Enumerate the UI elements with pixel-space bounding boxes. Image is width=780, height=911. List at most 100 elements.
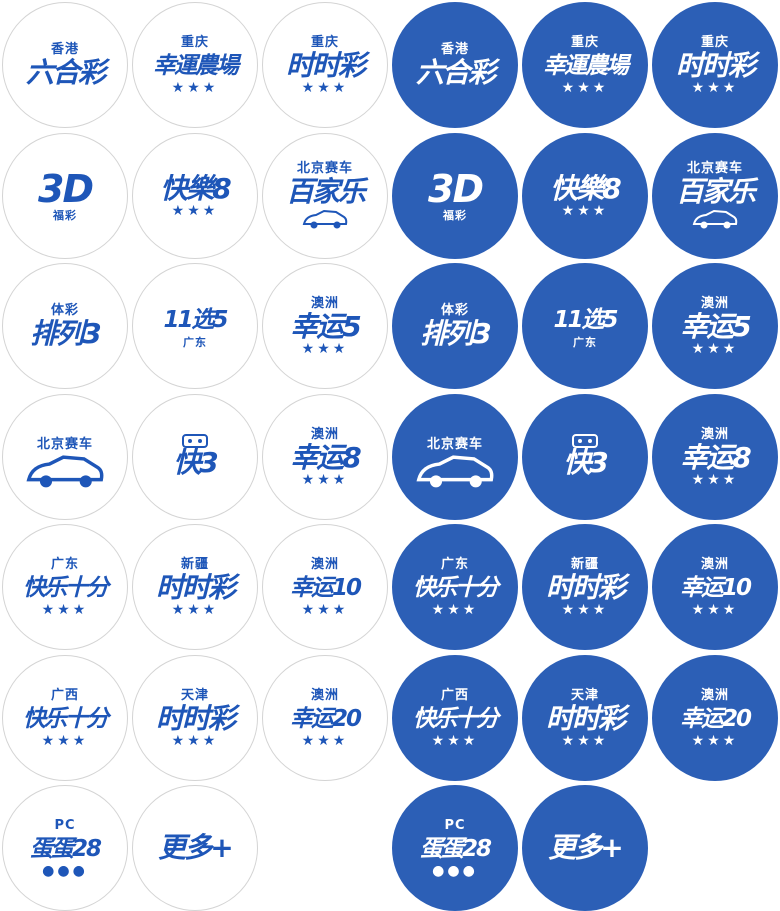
badge-game-title: 幸运5	[680, 310, 751, 343]
badge-sub-label: 广东	[183, 335, 207, 349]
lottery-badge-dark-r1c1[interactable]: 快樂8 ★★★	[522, 132, 648, 259]
lottery-badge-light-r5c2[interactable]: 澳洲幸运20 ★★★	[262, 654, 388, 781]
lottery-badge-light-r0c2[interactable]: 重庆 时时彩 ★★★	[262, 2, 388, 128]
badge-region-label: 新疆	[570, 557, 599, 572]
badge-region-label: 广西	[440, 687, 469, 703]
badge-game-title: 蛋蛋28	[419, 836, 492, 862]
lottery-badge-light-r3c1[interactable]: 快3	[132, 393, 258, 520]
badge-game-title: 快樂8	[550, 172, 621, 205]
badge-game-title: 11选5	[163, 306, 228, 333]
lottery-badge-dark-r6c0[interactable]: PC 蛋蛋28 ●●●	[392, 785, 518, 911]
lottery-badge-light-r2c1[interactable]: 11选5 广东	[132, 263, 258, 389]
badge-game-title: 快3	[173, 446, 219, 479]
badge-game-title: 快乐十分	[23, 575, 109, 601]
lottery-badge-light-r3c0[interactable]: 北京赛车	[2, 393, 128, 520]
badge-region-label: 澳洲	[700, 426, 729, 442]
lottery-badge-light-r5c0[interactable]: 广西快乐十分 ★★★	[2, 654, 128, 781]
lottery-badge-dark-r4c1[interactable]: 新疆 时时彩 ★★★	[522, 524, 648, 650]
rating-stars: ★★★	[431, 732, 479, 749]
badge-game-title: 幸運農場	[153, 53, 239, 79]
badge-region-label: 体彩	[50, 302, 79, 318]
lottery-badge-dark-r0c0[interactable]: 香港 六合彩	[392, 2, 518, 128]
badge-game-title: 百家乐	[285, 175, 366, 208]
badge-sub-label: 福彩	[443, 209, 467, 222]
badge-game-title: 更多+	[548, 831, 623, 864]
badge-game-title: 幸运8	[290, 440, 361, 474]
badge-game-title: 时时彩	[155, 701, 236, 735]
lottery-badge-light-r2c2[interactable]: 澳洲 幸运5 ★★★	[262, 263, 388, 389]
rating-stars: ★★★	[691, 602, 739, 618]
lottery-badge-dark-r4c0[interactable]: 广东快乐十分 ★★★	[392, 524, 518, 650]
badge-game-title: 快樂8	[160, 172, 231, 205]
badge-game-title: 幸运10	[289, 575, 362, 601]
race-car-icon	[302, 208, 348, 230]
rating-stars: ★★★	[41, 732, 89, 749]
lottery-badge-light-r4c1[interactable]: 新疆 时时彩 ★★★	[132, 524, 258, 650]
lottery-badge-dark-r2c2[interactable]: 澳洲 幸运5 ★★★	[652, 263, 778, 389]
badge-region-label: 广西	[50, 687, 79, 703]
lottery-badge-light-r2c0[interactable]: 体彩 排列3	[2, 263, 128, 389]
badge-game-title: 更多+	[158, 831, 233, 864]
lottery-badge-dark-r1c2[interactable]: 北京赛车 百家乐	[652, 132, 778, 259]
badge-game-title: 3D	[38, 167, 94, 211]
rating-stars: ★★★	[691, 732, 739, 749]
rating-stars: ★★★	[301, 341, 349, 357]
rating-stars: ★★★	[301, 732, 349, 749]
rating-stars: ★★★	[171, 602, 219, 618]
rating-stars: ★★★	[301, 602, 349, 618]
lottery-badge-light-r0c1[interactable]: 重庆 幸運農場 ★★★	[132, 2, 258, 128]
badge-region-label: 澳洲	[310, 557, 339, 572]
badge-region-label: PC	[54, 818, 76, 833]
rating-stars: ★★★	[171, 203, 219, 219]
lottery-badge-light-r1c2[interactable]: 北京赛车 百家乐	[262, 132, 388, 259]
lottery-badge-dark-r0c2[interactable]: 重庆 时时彩 ★★★	[652, 2, 778, 128]
lottery-badge-light-r3c2[interactable]: 澳洲 幸运8 ★★★	[262, 393, 388, 520]
badge-region-label: 北京赛车	[296, 161, 353, 176]
rating-stars: ★★★	[691, 471, 739, 488]
rating-stars: ★★★	[171, 80, 219, 96]
rating-stars: ★★★	[41, 602, 89, 618]
badge-game-title: 幸运20	[289, 705, 362, 732]
badge-game-title: 六合彩	[25, 55, 106, 89]
race-car-icon	[415, 452, 495, 488]
lottery-badge-light-r0c0[interactable]: 香港 六合彩	[2, 2, 128, 128]
badge-region-label: 新疆	[180, 557, 209, 572]
lottery-badge-dark-r5c0[interactable]: 广西 快乐十分 ★★★	[392, 654, 518, 781]
rating-stars: ★★★	[561, 80, 609, 96]
badge-region-label: 澳洲	[310, 687, 339, 703]
badge-region-label: 广东	[440, 557, 469, 572]
lottery-badge-dark-r3c1[interactable]: 快3	[522, 393, 648, 520]
rating-stars: ★★★	[561, 203, 609, 219]
lottery-badge-light-r4c2[interactable]: 澳洲幸运10 ★★★	[262, 524, 388, 650]
lottery-badge-light-r6c1[interactable]: 更多+	[132, 785, 258, 911]
lottery-badge-light-r6c0[interactable]: PC 蛋蛋28 ●●●	[2, 785, 128, 911]
lottery-badge-dark-r5c2[interactable]: 澳洲 幸运20 ★★★	[652, 654, 778, 781]
lottery-badge-dark-r3c2[interactable]: 澳洲 幸运8 ★★★	[652, 393, 778, 520]
badge-game-title: 快乐十分	[23, 705, 109, 732]
badge-region-label: 重庆	[570, 35, 599, 50]
badge-region-label: 重庆	[310, 35, 339, 50]
lottery-badge-dark-r0c1[interactable]: 重庆幸運農場 ★★★	[522, 2, 648, 128]
lottery-badge-dark-r1c0[interactable]: 3D 福彩	[392, 132, 518, 259]
lottery-badge-dark-r2c0[interactable]: 体彩 排列3	[392, 263, 518, 389]
badge-game-title: 幸運農場	[543, 53, 629, 79]
lottery-badge-light-r1c1[interactable]: 快樂8 ★★★	[132, 132, 258, 259]
lottery-badge-light-r4c0[interactable]: 广东 快乐十分 ★★★	[2, 524, 128, 650]
badge-region-label: 北京赛车	[686, 161, 743, 176]
badge-game-title: 快乐十分	[413, 575, 499, 601]
lottery-badge-dark-r5c1[interactable]: 天津 时时彩 ★★★	[522, 654, 648, 781]
badge-game-title: 3D	[428, 167, 484, 211]
badge-game-title: 幸运8	[680, 440, 751, 474]
lottery-badge-light-r1c0[interactable]: 3D 福彩	[2, 132, 128, 259]
badge-region-label: 天津	[570, 687, 599, 703]
badge-game-title: 六合彩	[415, 55, 496, 89]
lottery-badge-dark-r6c1[interactable]: 更多+	[522, 785, 648, 911]
lottery-badge-dark-r2c1[interactable]: 11选5 广东	[522, 263, 648, 389]
badge-region-label: 澳洲	[700, 296, 729, 311]
lottery-badge-dark-r3c0[interactable]: 北京赛车	[392, 393, 518, 520]
lottery-badge-light-r5c1[interactable]: 天津 时时彩 ★★★	[132, 654, 258, 781]
badge-region-label: 香港	[440, 41, 469, 57]
rating-stars: ★★★	[431, 602, 479, 618]
badge-game-title: 蛋蛋28	[29, 836, 102, 862]
lottery-badge-dark-r4c2[interactable]: 澳洲 幸运10 ★★★	[652, 524, 778, 650]
